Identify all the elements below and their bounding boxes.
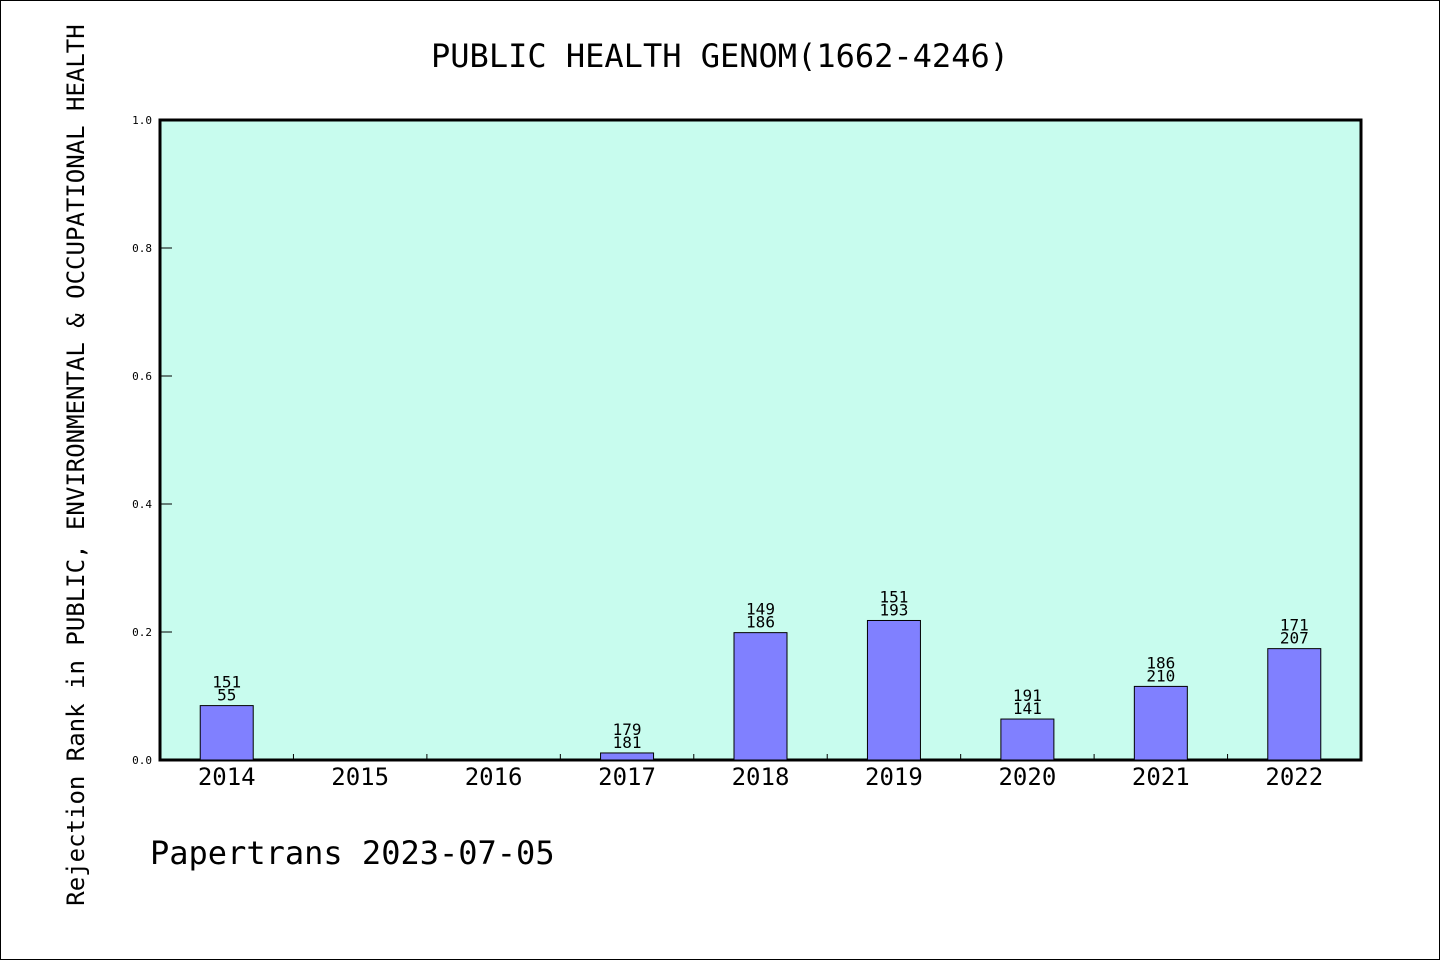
bar-label-top-2022: 171: [1280, 616, 1309, 635]
bar-2021: [1133, 685, 1188, 761]
y-tick-label: 0.0: [132, 754, 152, 767]
bar-2019: [866, 619, 921, 761]
bar-label-top-2018: 149: [746, 600, 775, 619]
bar-label-top-2019: 151: [879, 587, 908, 606]
y-axis-ticks: 0.0 0.2 0.4 0.6 0.8 1.0: [132, 114, 172, 767]
bars: [199, 619, 1322, 761]
x-tick-label-2017: 2017: [598, 763, 656, 791]
bar-label-bottom-2022: 207: [1280, 629, 1309, 648]
bar-label-top-2014: 151: [212, 673, 241, 692]
x-tick-label-2016: 2016: [465, 763, 523, 791]
x-tick-label-2018: 2018: [732, 763, 790, 791]
chart-title: PUBLIC HEALTH GENOM(1662-4246): [431, 37, 1009, 75]
x-tick-label-2022: 2022: [1265, 763, 1323, 791]
x-tick-label-2014: 2014: [198, 763, 256, 791]
x-tick-label-2021: 2021: [1132, 763, 1190, 791]
y-tick-label: 0.2: [132, 626, 152, 639]
x-tick-label-2020: 2020: [998, 763, 1056, 791]
bar-label-top-2017: 179: [613, 720, 642, 739]
x-axis-tick-labels: 2014 2015 2016 2017 2018 2019 2020 2021 2022: [198, 763, 1323, 791]
bar-2014: [199, 705, 254, 761]
bar-2020: [1000, 718, 1055, 761]
x-axis-ticks: [292, 754, 1229, 760]
y-tick-label: 1.0: [132, 114, 152, 127]
x-tick-label-2015: 2015: [331, 763, 389, 791]
bar-2022: [1267, 648, 1322, 761]
y-tick-label: 0.6: [132, 370, 152, 383]
bar-label-bottom-2019: 193: [879, 600, 908, 619]
bar-label-bottom-2018: 186: [746, 613, 775, 632]
y-tick-label: 0.4: [132, 498, 152, 511]
y-axis-label: Rejection Rank in PUBLIC, ENVIRONMENTAL …: [62, 24, 90, 905]
bar-2018: [733, 632, 788, 761]
x-tick-label-2019: 2019: [865, 763, 923, 791]
y-tick-label: 0.8: [132, 242, 152, 255]
bar-label-top-2020: 191: [1013, 686, 1042, 705]
bar-label-bottom-2021: 210: [1146, 666, 1175, 685]
bar-label-bottom-2014: 55: [217, 686, 236, 705]
bar-label-bottom-2017: 181: [613, 733, 642, 752]
bar-label-bottom-2020: 141: [1013, 699, 1042, 718]
bar-2017: [600, 752, 655, 761]
bar-label-top-2021: 186: [1146, 653, 1175, 672]
bar-labels: 1515517918114918615119319114118621017120…: [212, 587, 1308, 751]
footer-credit: Papertrans 2023-07-05: [150, 834, 555, 872]
